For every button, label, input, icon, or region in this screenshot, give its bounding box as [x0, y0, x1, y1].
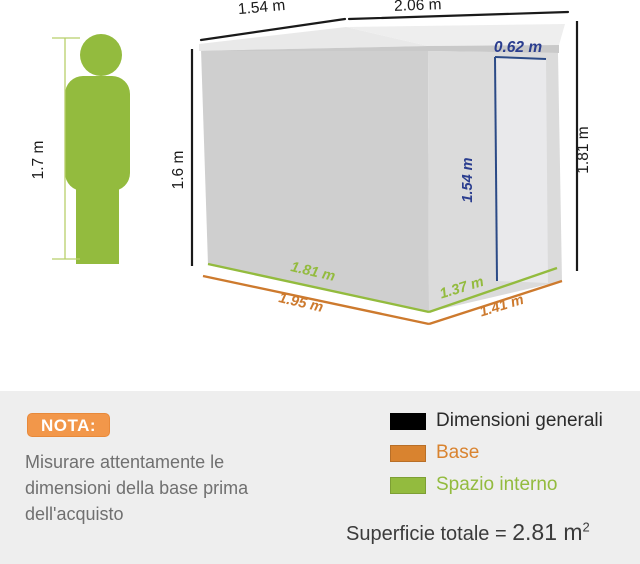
svg-text:1.54 m: 1.54 m — [460, 157, 476, 202]
svg-text:0.62 m: 0.62 m — [494, 39, 542, 56]
svg-text:1.6 m: 1.6 m — [170, 151, 187, 190]
svg-text:1.7 m: 1.7 m — [30, 141, 47, 180]
svg-text:2.06 m: 2.06 m — [394, 0, 442, 15]
svg-text:1.81 m: 1.81 m — [575, 126, 592, 173]
svg-text:1.95 m: 1.95 m — [277, 290, 325, 316]
svg-text:1.54 m: 1.54 m — [237, 0, 286, 18]
